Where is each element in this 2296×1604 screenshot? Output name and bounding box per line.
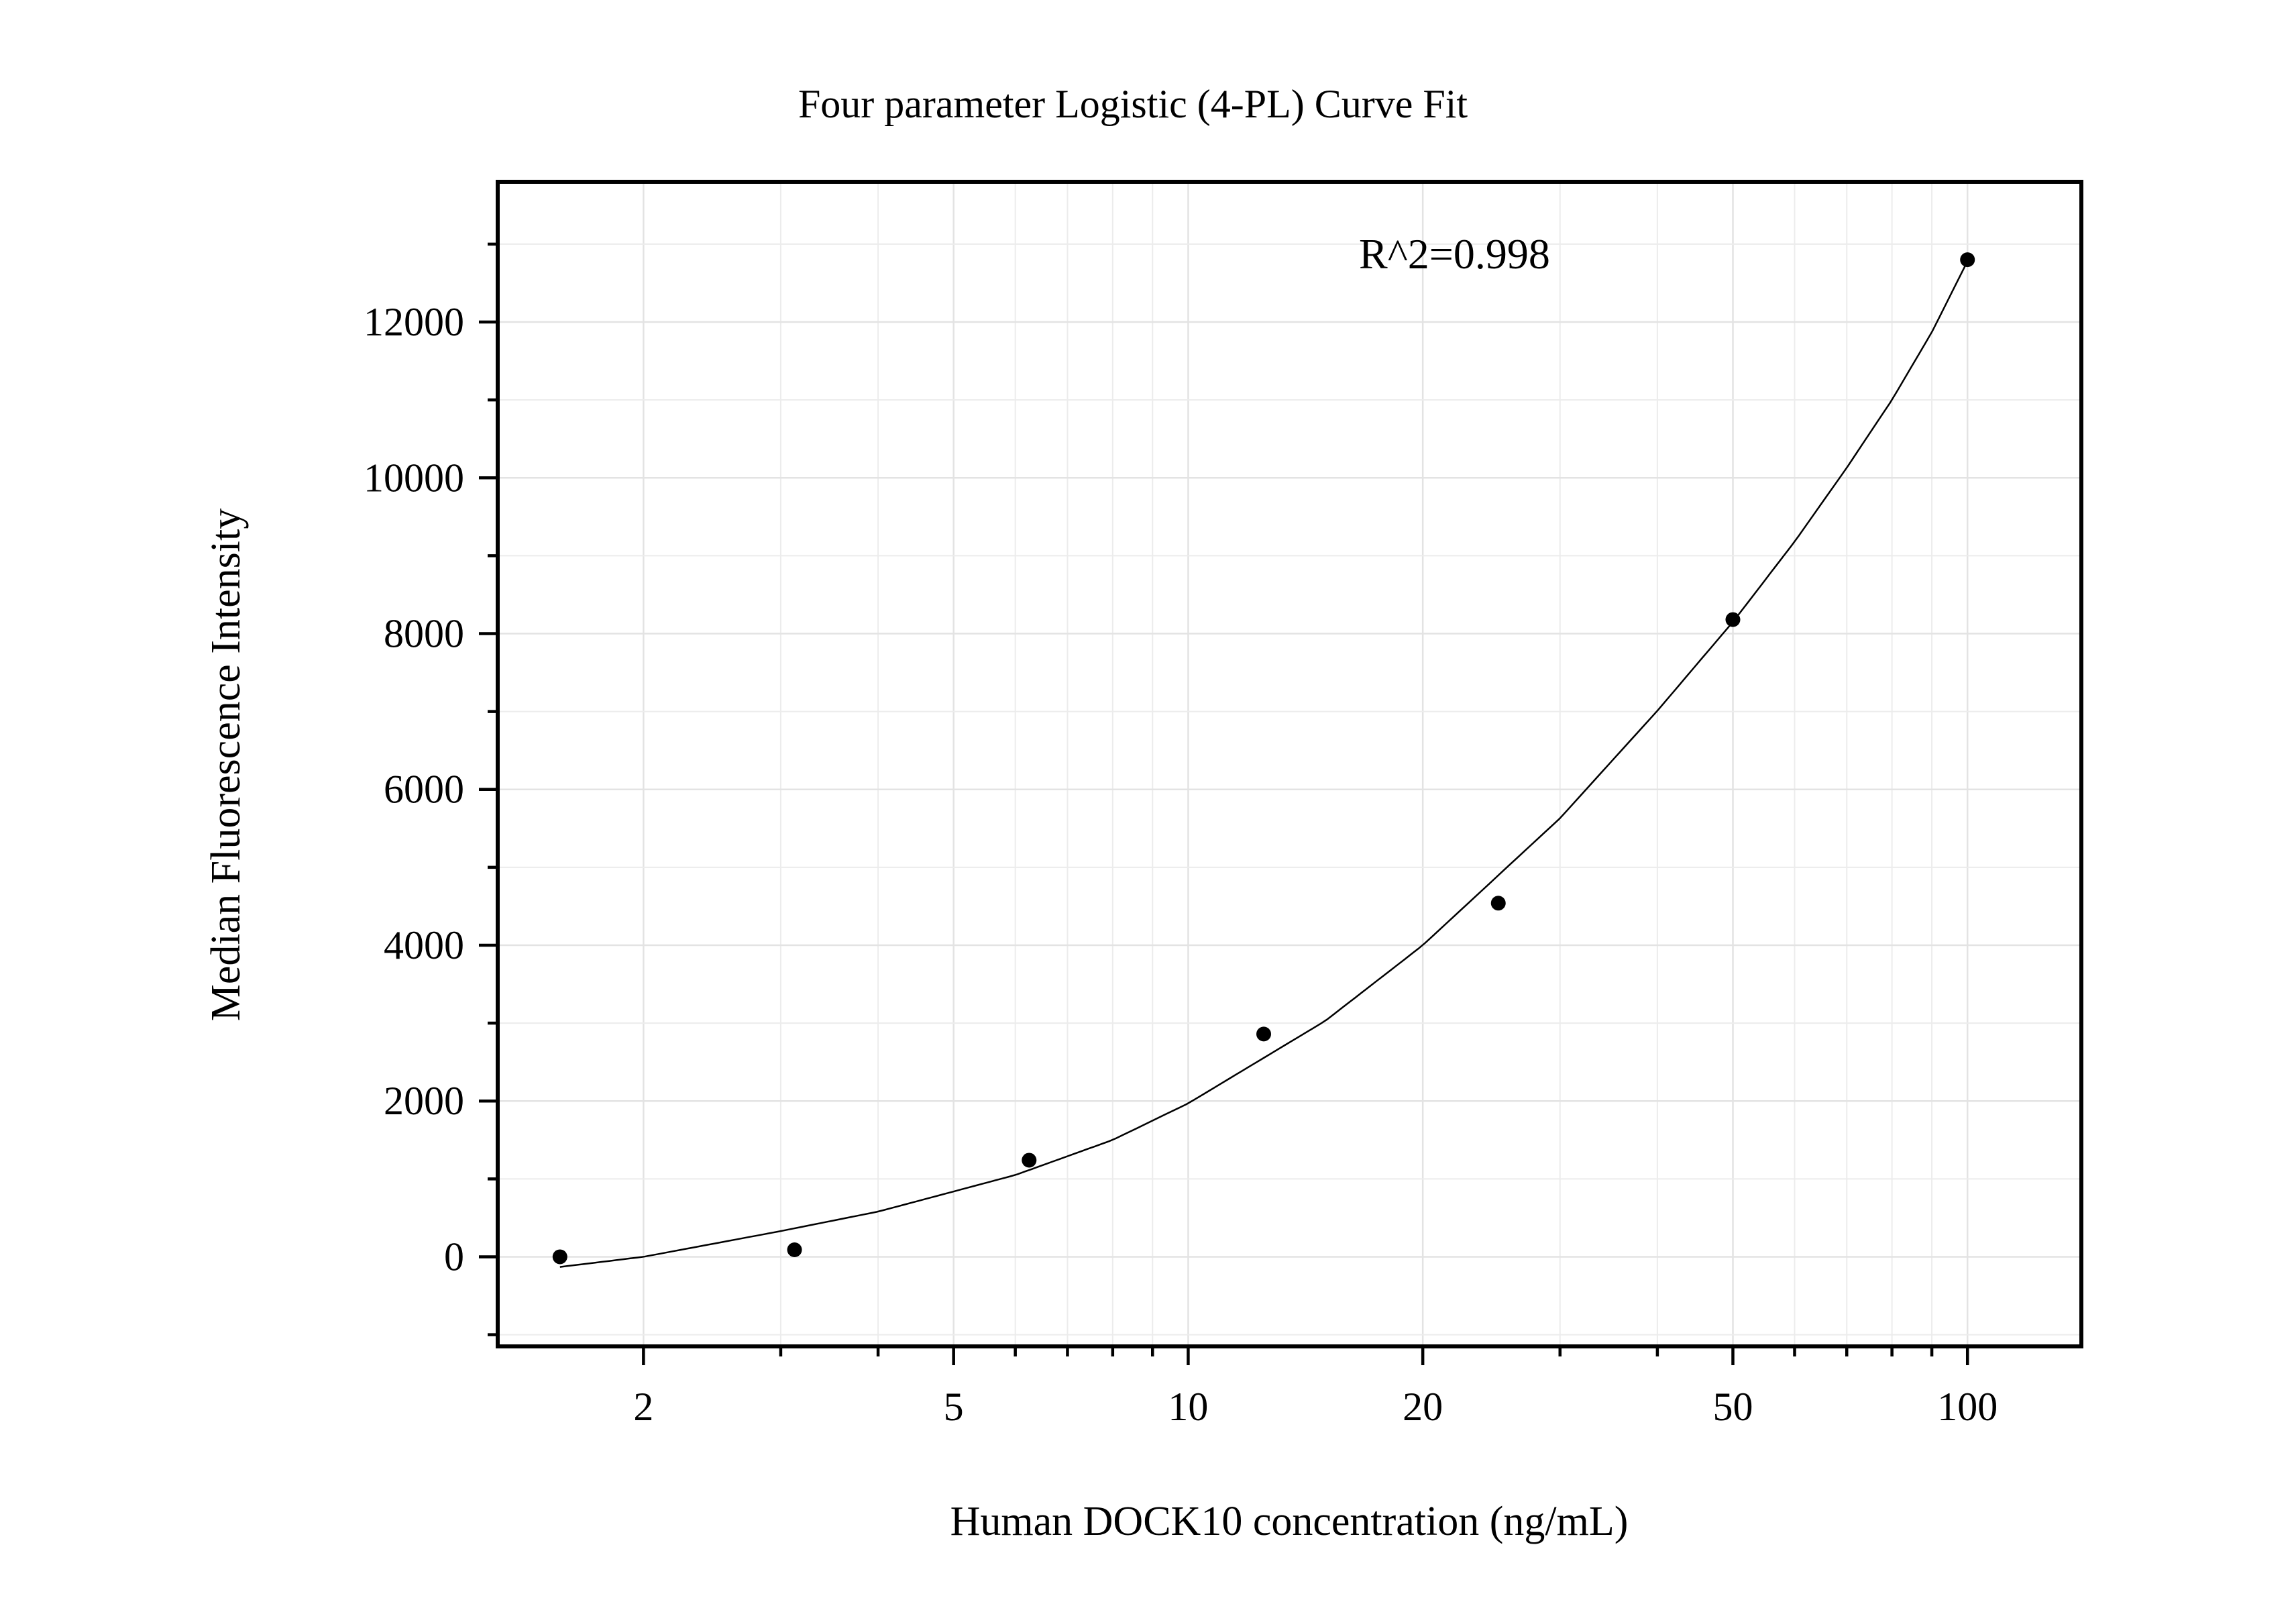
x-tick-label: 50	[1712, 1385, 1753, 1429]
y-tick-label: 0	[444, 1234, 464, 1279]
grid	[498, 182, 2081, 1346]
r-squared-annotation: R^2=0.998	[1359, 230, 1550, 278]
x-tick-label: 5	[944, 1385, 964, 1429]
data-point	[552, 1249, 567, 1265]
data-points	[552, 252, 1975, 1265]
x-tick-label: 20	[1403, 1385, 1443, 1429]
data-point	[1725, 612, 1741, 627]
y-tick-label: 2000	[384, 1079, 464, 1123]
data-point	[1490, 896, 1506, 911]
data-point	[787, 1242, 802, 1258]
y-tick-label: 12000	[364, 300, 464, 344]
y-axis-label: Median Fluorescence Intensity	[203, 509, 249, 1021]
axis-ticks: 0 2000 4000 6000 8000 10000 12000 2 5 10 20 50 100	[364, 242, 1998, 1429]
y-tick-label: 10000	[364, 456, 464, 500]
x-tick-label: 100	[1937, 1385, 1998, 1429]
data-point	[1022, 1153, 1037, 1168]
data-point	[1256, 1026, 1272, 1042]
plot-frame	[496, 180, 2083, 1348]
y-tick-label: 8000	[384, 611, 464, 655]
y-tick-label: 4000	[384, 923, 464, 967]
chart-title: Four parameter Logistic (4-PL) Curve Fit	[798, 82, 1468, 126]
x-tick-label: 2	[633, 1385, 653, 1429]
fit-curve	[559, 260, 1969, 1268]
x-tick-label: 10	[1168, 1385, 1208, 1429]
y-tick-label: 6000	[384, 767, 464, 812]
x-axis-label: Human DOCK10 concentration (ng/mL)	[950, 1499, 1629, 1544]
data-point	[1960, 252, 1975, 268]
